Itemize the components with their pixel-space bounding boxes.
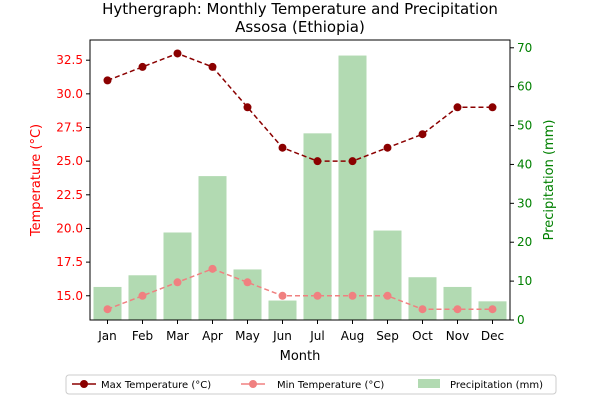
chart-subtitle: Assosa (Ethiopia) <box>235 18 365 36</box>
x-tick-label: Feb <box>132 329 153 343</box>
x-tick-label: Nov <box>446 329 469 343</box>
right-tick-label: 10 <box>517 274 532 288</box>
x-tick-label: Oct <box>412 329 433 343</box>
right-tick-label: 60 <box>517 80 532 94</box>
min-temp-point <box>173 278 182 287</box>
max-temp-line <box>107 52 493 162</box>
max-temp-point <box>243 103 252 112</box>
max-temp-point <box>453 103 462 112</box>
x-tick-label: Jul <box>309 329 324 343</box>
right-tick-label: 20 <box>517 235 532 249</box>
left-tick-label: 32.5 <box>56 53 83 67</box>
legend-max-label: Max Temperature (°C) <box>101 380 211 391</box>
max-temp-point <box>488 103 497 112</box>
x-axis: Jan Feb Mar Apr May Jun Jul Aug Sep Oct Nov Dec <box>97 320 504 343</box>
x-axis-label: Month <box>280 349 321 364</box>
precip-bar <box>268 300 297 320</box>
chart-title: Hythergraph: Monthly Temperature and Pre… <box>102 0 498 18</box>
precip-bar <box>408 277 437 320</box>
min-temp-point <box>208 264 217 273</box>
legend-precip-label: Precipitation (mm) <box>450 380 543 391</box>
min-temp-point <box>138 291 147 300</box>
precip-bar <box>198 176 227 320</box>
x-tick-label: Jun <box>272 329 292 343</box>
precip-bar <box>373 230 402 320</box>
left-y-axis-label: Temperature (°C) <box>29 124 44 237</box>
x-tick-label: Dec <box>481 329 504 343</box>
min-temp-point <box>313 291 322 300</box>
min-temp-point <box>383 291 392 300</box>
right-tick-label: 50 <box>517 119 532 133</box>
x-tick-label: Sep <box>376 329 399 343</box>
max-temp-point <box>313 157 322 166</box>
min-temp-point <box>348 291 357 300</box>
x-tick-label: Aug <box>341 329 364 343</box>
max-temp-point <box>383 143 392 152</box>
precipitation-bars <box>93 55 507 321</box>
x-tick-label: May <box>235 329 260 343</box>
right-tick-label: 70 <box>517 41 532 55</box>
right-tick-label: 0 <box>517 313 525 327</box>
left-y-axis: 15.0 17.5 20.0 22.5 25.0 27.5 30.0 32.5 <box>56 53 90 303</box>
min-temp-line <box>107 268 493 310</box>
plot-frame <box>89 39 511 321</box>
min-temp-point <box>278 291 287 300</box>
max-temp-point <box>103 76 112 85</box>
max-temp-point <box>348 157 357 166</box>
precip-bar <box>443 286 472 320</box>
min-temp-point <box>103 305 112 314</box>
max-temp-point <box>173 49 182 58</box>
legend-min-marker <box>249 380 257 388</box>
legend-min-label: Min Temperature (°C) <box>277 380 384 391</box>
precip-bar <box>338 55 367 321</box>
min-temp-point <box>243 278 252 287</box>
max-temp-point <box>208 62 217 71</box>
x-tick-label: Apr <box>202 329 223 343</box>
left-tick-label: 15.0 <box>56 289 83 303</box>
legend-max-marker <box>80 380 88 388</box>
precip-bar <box>233 269 262 320</box>
left-tick-label: 25.0 <box>56 154 83 168</box>
max-temp-point <box>278 143 287 152</box>
max-temp-point <box>418 130 427 139</box>
min-temp-point <box>418 305 427 314</box>
max-temp-point <box>138 62 147 71</box>
x-tick-label: Jan <box>97 329 117 343</box>
left-tick-label: 22.5 <box>56 188 83 202</box>
left-tick-label: 30.0 <box>56 87 83 101</box>
temperature-lines <box>103 49 497 314</box>
left-tick-label: 17.5 <box>56 255 83 269</box>
right-y-axis-label: Precipitation (mm) <box>542 120 557 241</box>
legend: Max Temperature (°C) Min Temperature (°C… <box>65 374 557 395</box>
precip-bar <box>163 232 192 320</box>
right-tick-label: 40 <box>517 157 532 171</box>
precip-bar <box>93 286 122 320</box>
x-tick-label: Mar <box>166 329 189 343</box>
right-y-axis: 0 10 20 30 40 50 60 70 <box>510 41 532 327</box>
legend-precip-swatch <box>418 379 440 388</box>
min-temp-point <box>488 305 497 314</box>
left-tick-label: 20.0 <box>56 221 83 235</box>
right-tick-label: 30 <box>517 196 532 210</box>
min-temp-point <box>453 305 462 314</box>
left-tick-label: 27.5 <box>56 121 83 135</box>
